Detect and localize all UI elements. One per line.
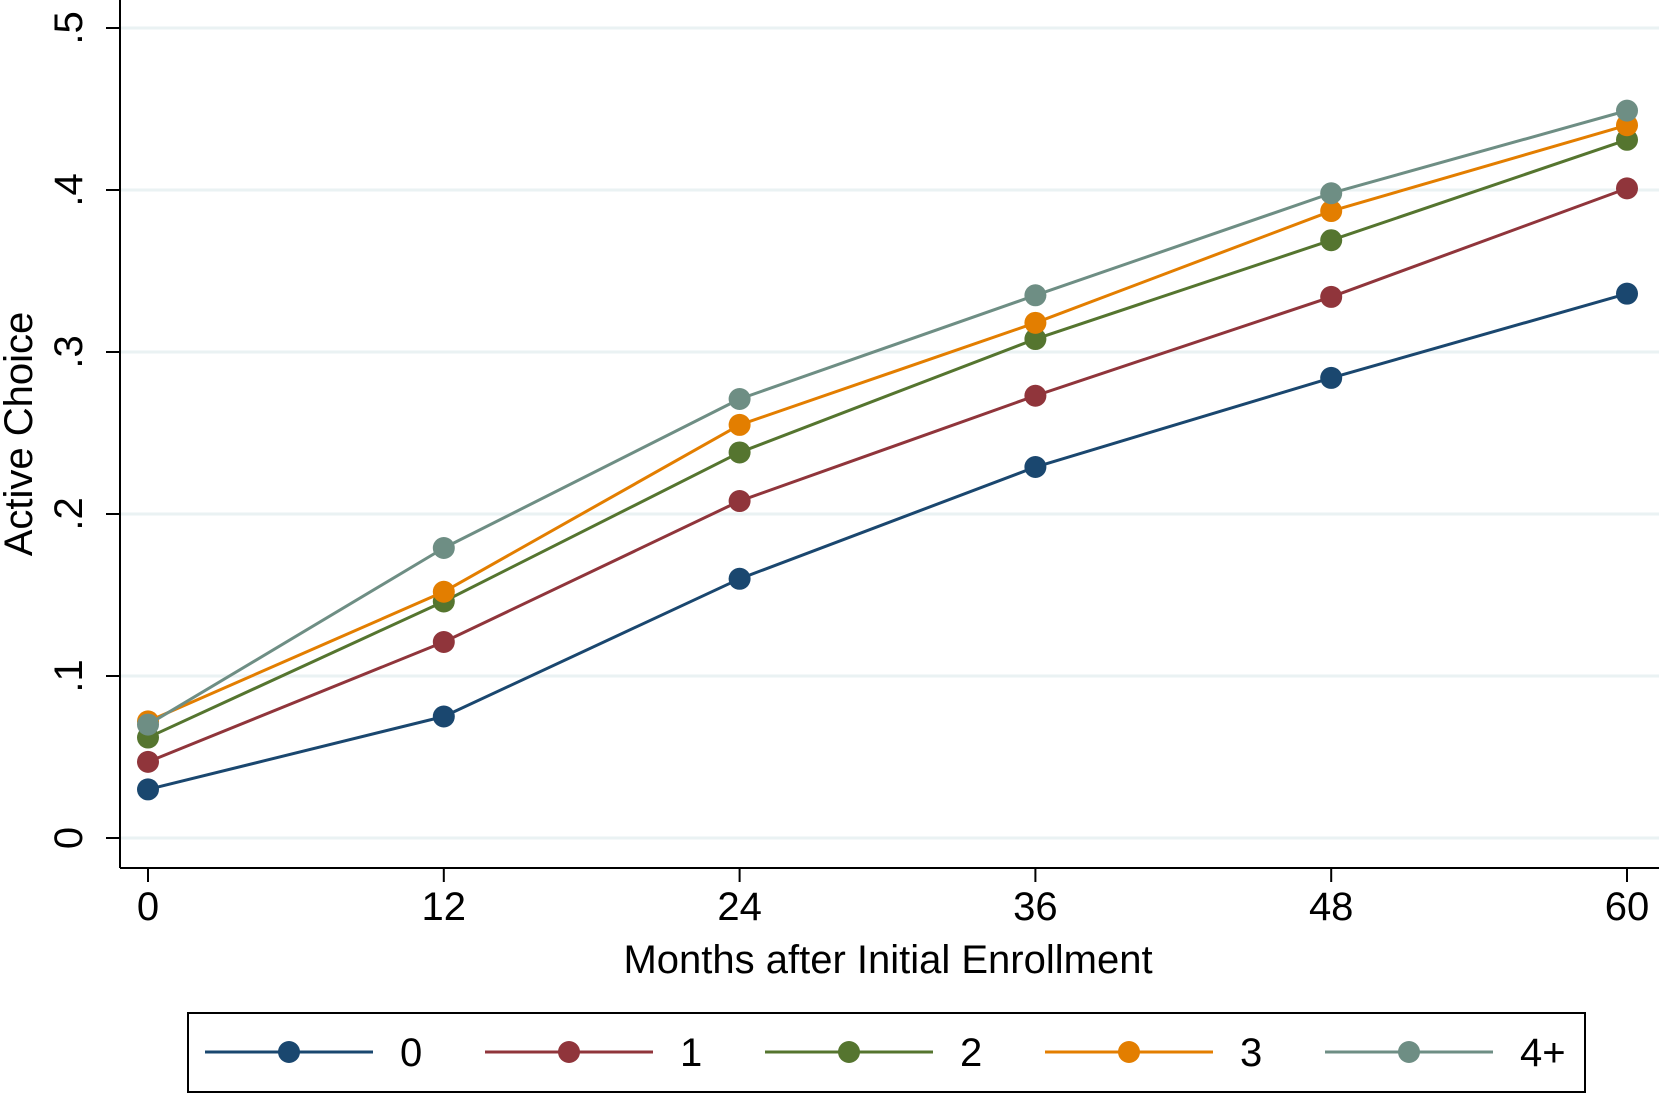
- data-point-3-48: [1320, 200, 1343, 223]
- legend-label-2: 2: [960, 1031, 982, 1075]
- legend-marker-0: [278, 1041, 300, 1063]
- data-point-4+-60: [1616, 99, 1638, 122]
- y-axis-title: Active Choice: [0, 312, 41, 557]
- data-point-3-12: [432, 580, 455, 603]
- data-point-1-24: [728, 490, 751, 513]
- series-group: [137, 99, 1638, 801]
- legend-marker-4+: [1398, 1041, 1420, 1063]
- x-tick-label-4: 48: [1309, 885, 1354, 929]
- data-point-3-24: [728, 413, 751, 436]
- legend-label-0: 0: [400, 1031, 422, 1075]
- legend-item-3: 3: [1045, 1031, 1262, 1075]
- legend-label-1: 1: [680, 1031, 702, 1075]
- data-point-4+-24: [728, 387, 751, 410]
- x-tick-label-1: 12: [422, 885, 467, 929]
- legend-item-2: 2: [765, 1031, 982, 1075]
- y-tick-label-4: .4: [47, 173, 91, 206]
- data-point-0-48: [1320, 366, 1343, 389]
- data-point-0-0: [137, 778, 159, 801]
- legend-item-0: 0: [205, 1031, 422, 1075]
- data-point-0-12: [432, 705, 455, 728]
- series-0: [137, 282, 1638, 801]
- legend-marker-1: [558, 1041, 580, 1063]
- series-line-4+: [147, 109, 1628, 726]
- legend-label-3: 3: [1240, 1031, 1262, 1075]
- legend-item-4+: 4+: [1325, 1031, 1566, 1075]
- data-point-3-36: [1024, 311, 1047, 334]
- data-point-1-60: [1616, 177, 1638, 200]
- data-point-2-48: [1320, 229, 1343, 252]
- series-line-0: [147, 292, 1628, 791]
- y-axis-ticks: 0 .1 .2 .3 .4 .5: [47, 11, 120, 849]
- series-line-3: [147, 123, 1628, 723]
- series-line-1: [147, 186, 1628, 764]
- data-point-4+-48: [1320, 182, 1343, 205]
- data-point-1-36: [1024, 384, 1047, 407]
- legend-marker-2: [838, 1041, 860, 1063]
- series-line-2: [147, 138, 1628, 739]
- legend-marker-3: [1118, 1041, 1140, 1063]
- legend: 0 1 2 3 4+: [187, 1012, 1586, 1093]
- data-point-0-36: [1024, 456, 1047, 479]
- data-point-4+-12: [432, 537, 455, 560]
- data-point-1-48: [1320, 285, 1343, 308]
- series-4+: [137, 99, 1638, 736]
- x-tick-label-0: 0: [137, 885, 159, 929]
- legend-item-1: 1: [485, 1031, 702, 1075]
- x-axis-title: Months after Initial Enrollment: [623, 938, 1152, 982]
- series-1: [137, 177, 1638, 773]
- x-tick-label-5: 60: [1605, 885, 1650, 929]
- legend-label-4+: 4+: [1520, 1031, 1566, 1075]
- series-2: [137, 128, 1638, 749]
- y-tick-label-0: 0: [47, 827, 91, 849]
- x-axis-ticks: 0 12 24 36 48 60: [137, 868, 1649, 929]
- y-tick-label-3: .3: [47, 335, 91, 368]
- data-point-4+-36: [1024, 284, 1047, 307]
- data-point-4+-0: [137, 713, 159, 736]
- data-point-1-12: [432, 630, 455, 653]
- data-point-2-24: [728, 441, 751, 464]
- data-point-1-0: [137, 750, 159, 773]
- y-tick-label-1: .1: [47, 659, 91, 692]
- data-point-0-24: [728, 567, 751, 590]
- x-tick-label-2: 24: [717, 885, 762, 929]
- axes: [119, 0, 1659, 869]
- legend-items: 0 1 2 3 4+: [205, 1031, 1566, 1075]
- data-point-2-36: [1024, 328, 1047, 351]
- y-tick-label-2: .2: [47, 497, 91, 530]
- data-point-0-60: [1616, 282, 1638, 305]
- x-tick-label-3: 36: [1013, 885, 1058, 929]
- y-tick-label-5: .5: [47, 11, 91, 44]
- grid-lines: [121, 26, 1659, 840]
